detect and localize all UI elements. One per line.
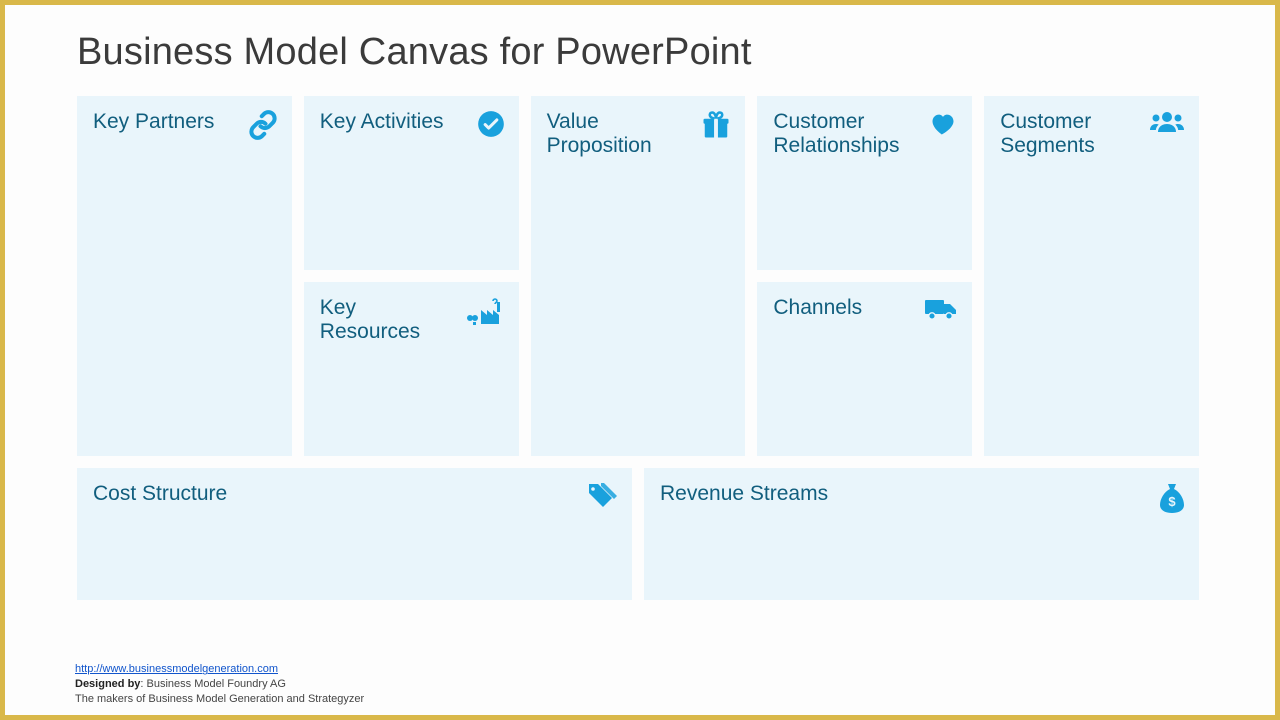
block-label: Key Activities	[320, 110, 444, 134]
block-value-proposition: Value Proposition	[531, 96, 746, 456]
money-icon: $	[1159, 482, 1185, 514]
footer-credits: http://www.businessmodelgeneration.com D…	[75, 662, 364, 707]
block-key-resources: Key Resources	[304, 282, 519, 456]
block-customer-segments: Customer Segments	[984, 96, 1199, 456]
page-title: Business Model Canvas for PowerPoint	[77, 31, 1215, 74]
heart-icon	[928, 110, 958, 138]
footer-designed-by-label: Designed by	[75, 678, 140, 690]
block-label: Cost Structure	[93, 482, 227, 506]
block-label: Key Resources	[320, 296, 455, 344]
block-customer-relationships: Customer Relationships	[757, 96, 972, 270]
svg-text:$: $	[1168, 494, 1176, 509]
block-label: Customer Segments	[1000, 110, 1139, 158]
block-label: Key Partners	[93, 110, 214, 134]
block-revenue-streams: Revenue Streams $	[644, 468, 1199, 600]
block-label: Value Proposition	[547, 110, 692, 158]
block-cost-structure: Cost Structure	[77, 468, 632, 600]
block-channels: Channels	[757, 282, 972, 456]
block-label: Customer Relationships	[773, 110, 918, 158]
tags-icon	[584, 482, 618, 512]
truck-icon	[924, 296, 958, 322]
block-key-partners: Key Partners	[77, 96, 292, 456]
users-icon	[1149, 110, 1185, 134]
gift-icon	[701, 110, 731, 140]
check-icon	[477, 110, 505, 138]
link-icon	[248, 110, 278, 140]
factory-icon	[465, 296, 505, 326]
block-label: Revenue Streams	[660, 482, 828, 506]
footer-designed-by-value: : Business Model Foundry AG	[140, 678, 286, 690]
slide-frame: Business Model Canvas for PowerPoint Key…	[0, 0, 1280, 720]
block-key-activities: Key Activities	[304, 96, 519, 270]
footer-link[interactable]: http://www.businessmodelgeneration.com	[75, 663, 278, 675]
footer-tagline: The makers of Business Model Generation …	[75, 692, 364, 707]
block-label: Channels	[773, 296, 862, 320]
